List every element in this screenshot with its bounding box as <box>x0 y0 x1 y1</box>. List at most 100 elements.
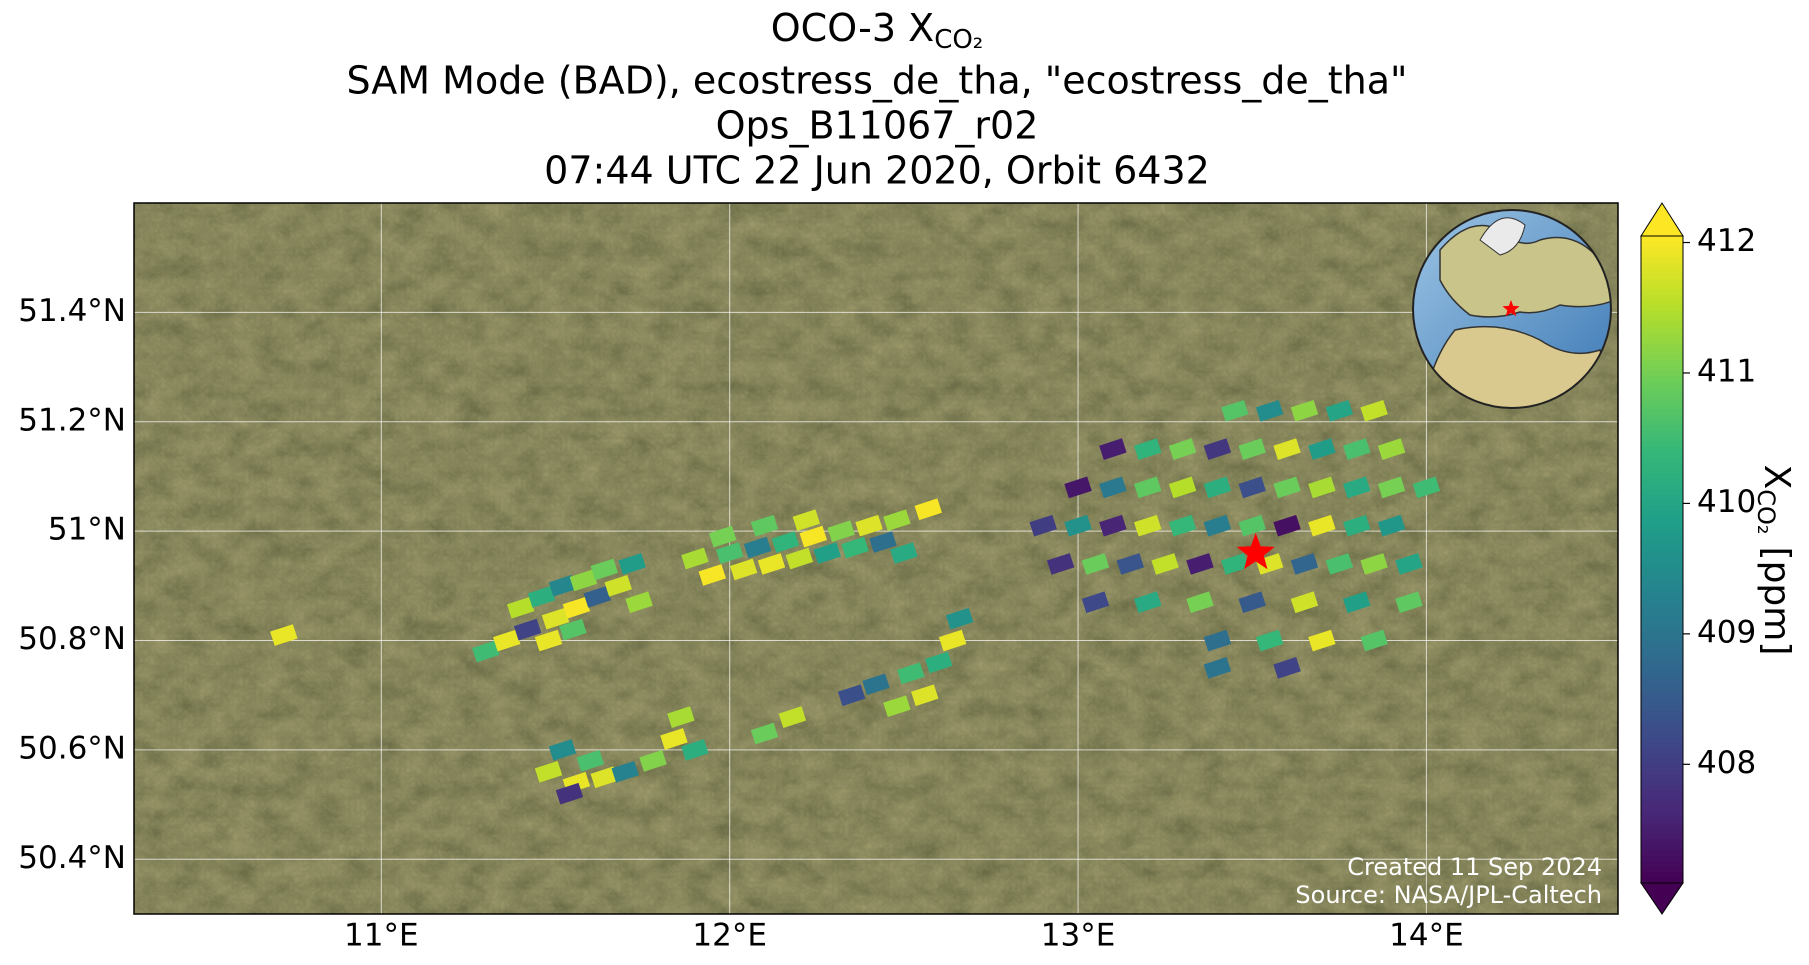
colorbar-segment <box>1641 683 1683 690</box>
colorbar-segment <box>1641 424 1683 431</box>
colorbar-segment <box>1641 532 1683 539</box>
sounding <box>590 766 619 789</box>
colorbar-segment <box>1641 737 1683 744</box>
colorbar-segment <box>1641 440 1683 447</box>
sounding <box>750 722 779 745</box>
colorbar-segment <box>1641 489 1683 496</box>
colorbar-tick-label: 412 <box>1697 223 1756 259</box>
sounding <box>1186 591 1214 614</box>
sounding <box>743 536 772 559</box>
colorbar-segment <box>1641 516 1683 523</box>
sounding <box>1273 476 1301 499</box>
sounding <box>1168 476 1197 499</box>
colorbar-segment <box>1641 591 1683 598</box>
colorbar-segment <box>1641 715 1683 722</box>
colorbar-segment <box>1641 554 1683 561</box>
colorbar-segment <box>1641 758 1683 765</box>
colorbar-segment <box>1641 273 1683 280</box>
colorbar-segment <box>1641 753 1683 760</box>
colorbar-segment <box>1641 370 1683 377</box>
sounding <box>1290 591 1319 614</box>
colorbar-segment <box>1641 484 1683 491</box>
colorbar-segment <box>1641 354 1683 361</box>
colorbar-segment <box>1641 408 1683 415</box>
sounding <box>715 542 744 564</box>
title-text: OCO-3 X <box>771 6 934 50</box>
sounding <box>559 618 587 641</box>
colorbar-segment <box>1641 295 1683 302</box>
colorbar-segment <box>1641 473 1683 480</box>
sounding <box>1133 514 1162 537</box>
x-tick-label: 12°E <box>692 918 767 954</box>
sounding <box>813 542 841 564</box>
globe-outline <box>1412 209 1612 409</box>
sounding <box>1360 399 1388 422</box>
sounding <box>924 651 953 674</box>
subtitle-line: 07:44 UTC 22 Jun 2020, Orbit 6432 <box>544 149 1210 193</box>
sounding <box>1081 553 1110 575</box>
colorbar-segment <box>1641 613 1683 620</box>
sounding <box>1343 476 1371 499</box>
colorbar-segment <box>1641 629 1683 636</box>
colorbar-segment <box>1641 726 1683 733</box>
colorbar-segment <box>1641 796 1683 803</box>
sounding <box>1238 438 1266 460</box>
sounding <box>1377 438 1406 460</box>
sounding <box>604 575 632 597</box>
field-texture <box>134 203 1618 914</box>
globe-site-marker <box>1502 300 1520 317</box>
sounding <box>1308 514 1336 537</box>
colorbar-segment <box>1641 327 1683 334</box>
sounding <box>1273 514 1301 537</box>
colorbar-segment <box>1641 791 1683 798</box>
x-tick-label: 11°E <box>344 918 419 954</box>
sounding <box>548 575 577 597</box>
colorbar-frame <box>1640 235 1684 884</box>
colorbar-segment <box>1641 537 1683 544</box>
colorbar-segment <box>1641 413 1683 420</box>
sounding <box>855 514 883 537</box>
y-tick-label: 51.4°N <box>18 293 126 329</box>
colorbar-segment <box>1641 252 1683 259</box>
sounding <box>799 525 828 548</box>
colorbar-segment <box>1641 236 1683 242</box>
sounding <box>883 695 911 718</box>
colorbar-segment <box>1641 316 1683 323</box>
colorbar-segment <box>1641 812 1683 819</box>
colorbar-segment <box>1641 775 1683 782</box>
sounding <box>618 553 646 575</box>
sounding <box>890 542 918 564</box>
subtitle-line: SAM Mode (BAD), ecostress_de_tha, "ecost… <box>346 59 1407 103</box>
colorbar-segment <box>1641 349 1683 356</box>
sounding <box>1168 514 1197 537</box>
sounding <box>698 564 727 586</box>
sounding <box>792 509 821 532</box>
colorbar-segment <box>1641 360 1683 366</box>
colorbar-segment <box>1641 284 1683 291</box>
colorbar-segment <box>1641 300 1683 307</box>
site-marker <box>1236 533 1275 570</box>
colorbar-segment <box>1641 769 1683 776</box>
sounding <box>827 520 855 542</box>
colorbar-segment <box>1641 877 1683 884</box>
colorbar-segment <box>1641 257 1683 264</box>
sounding <box>1360 553 1388 575</box>
sounding <box>534 629 563 652</box>
colorbar-tick-label: 409 <box>1697 614 1756 650</box>
sounding <box>914 498 942 521</box>
colorbar-segment <box>1641 365 1683 372</box>
colorbar-segment <box>1641 564 1683 571</box>
colorbar-segment <box>1641 451 1683 458</box>
colorbar-segment <box>1641 478 1683 485</box>
sounding <box>1203 476 1232 499</box>
colorbar-label: XCO₂ [ppm] <box>1752 465 1797 656</box>
colorbar-segment <box>1641 586 1683 593</box>
sounding <box>869 531 897 553</box>
colorbar-segment <box>1641 764 1683 771</box>
colorbar-segment <box>1641 861 1683 868</box>
y-tick-label: 50.6°N <box>18 730 126 766</box>
colorbar-segment <box>1641 279 1683 286</box>
sounding <box>1203 438 1232 460</box>
sounding <box>1343 438 1371 460</box>
